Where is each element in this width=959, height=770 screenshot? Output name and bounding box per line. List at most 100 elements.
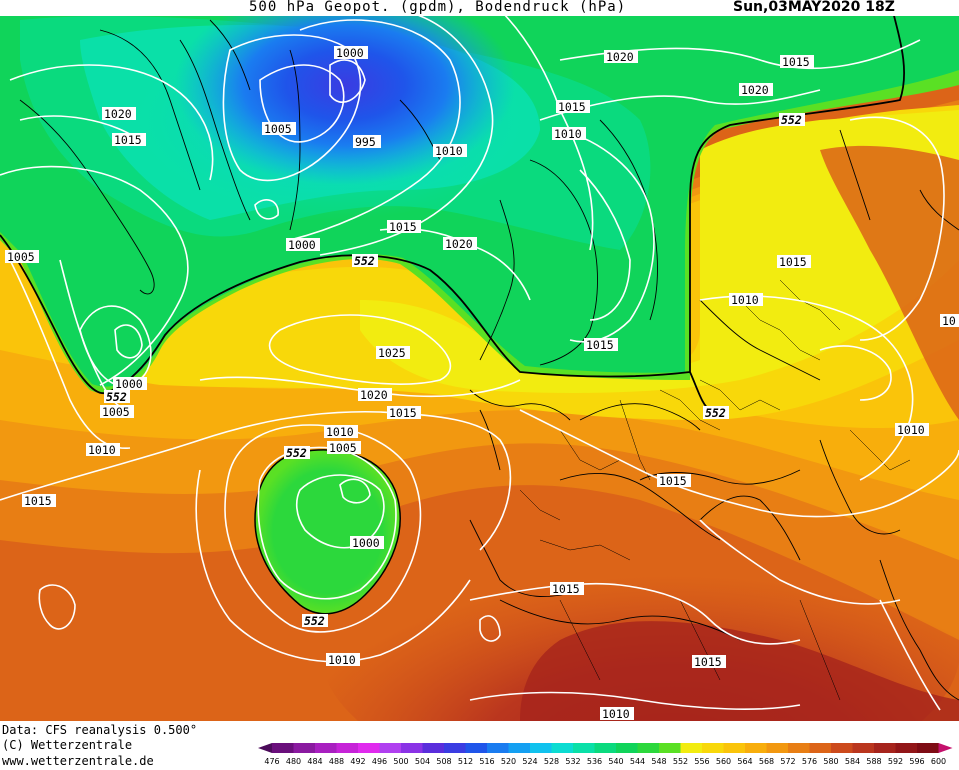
svg-text:1015: 1015 [586, 338, 614, 352]
legend-swatch [293, 743, 315, 753]
legend-swatch [895, 743, 917, 753]
svg-text:1000: 1000 [288, 238, 316, 252]
legend-swatch [530, 743, 552, 753]
legend-tick-label: 560 [716, 757, 731, 766]
legend-tick-label: 548 [651, 757, 666, 766]
legend-tick-label: 600 [931, 757, 946, 766]
isobar-label: 1015 [550, 582, 584, 596]
isobar-label: 1000 [113, 377, 147, 391]
map-valid-time: Sun,03MAY2020 18Z [733, 0, 895, 15]
legend-tick-label: 532 [565, 757, 580, 766]
legend-arrow-low [258, 743, 272, 753]
legend-tick-label: 576 [802, 757, 817, 766]
isobar-label: 1005 [5, 250, 39, 264]
map-header: 500 hPa Geopot. (gpdm), Bodendruck (hPa)… [0, 0, 959, 16]
svg-text:1025: 1025 [378, 346, 406, 360]
legend-swatch [422, 743, 444, 753]
geopotential-label: 552 [779, 113, 805, 127]
svg-text:1010: 1010 [326, 425, 354, 439]
legend-swatch [508, 743, 530, 753]
legend-tick-label: 520 [501, 757, 516, 766]
svg-text:995: 995 [355, 135, 376, 149]
isobar-label: 1010 [86, 443, 120, 457]
legend-swatch [702, 743, 724, 753]
isobar-label: 1010 [324, 425, 358, 439]
isobar-label: 1010 [552, 127, 586, 141]
legend-swatch [444, 743, 466, 753]
svg-text:552: 552 [106, 390, 127, 404]
legend-tick-label: 528 [544, 757, 559, 766]
legend-tick-label: 556 [694, 757, 709, 766]
isobar-label: 1020 [358, 388, 392, 402]
geopotential-label: 552 [104, 390, 130, 404]
svg-text:1015: 1015 [659, 474, 687, 488]
svg-text:1020: 1020 [445, 237, 473, 251]
isobar-label: 1015 [387, 220, 421, 234]
svg-text:552: 552 [304, 614, 325, 628]
legend-swatch [573, 743, 595, 753]
legend-tick-label: 568 [759, 757, 774, 766]
svg-text:1005: 1005 [329, 441, 357, 455]
svg-text:552: 552 [286, 446, 307, 460]
legend-tick-label: 552 [673, 757, 688, 766]
svg-text:1005: 1005 [7, 250, 35, 264]
isobar-label: 1015 [777, 255, 811, 269]
contour-552-main [0, 16, 906, 411]
field-northeast-orange [820, 145, 959, 421]
geopotential-label: 552 [302, 614, 328, 628]
legend-tick-label: 564 [737, 757, 752, 766]
svg-text:1000: 1000 [352, 536, 380, 550]
isobar-label: 1015 [22, 494, 56, 508]
isobar-label: 1020 [604, 50, 638, 64]
legend-swatch [616, 743, 638, 753]
svg-text:1010: 1010 [554, 127, 582, 141]
map-footer: Data: CFS reanalysis 0.500° (C) Wetterze… [0, 721, 959, 770]
isobar-label: 1005 [100, 405, 134, 419]
svg-text:1010: 1010 [731, 293, 759, 307]
legend-swatch [401, 743, 423, 753]
coastlines [19, 19, 959, 701]
svg-text:1005: 1005 [102, 405, 130, 419]
isobar-label: 1010 [433, 144, 467, 158]
isobars [0, 16, 959, 711]
legend-tick-label: 580 [823, 757, 838, 766]
legend-swatch [551, 743, 573, 753]
legend-swatch [809, 743, 831, 753]
geopotential-label: 552 [352, 254, 378, 268]
svg-text:552: 552 [354, 254, 375, 268]
isobar-label: 1020 [443, 237, 477, 251]
isobar-label: 1015 [657, 474, 691, 488]
svg-text:1015: 1015 [389, 406, 417, 420]
svg-text:1015: 1015 [24, 494, 52, 508]
weather-map[interactable]: 1000 995 1005 1010 1015 1020 1020 1015 1… [0, 16, 959, 721]
legend-swatch [723, 743, 745, 753]
geopotential-label: 552 [284, 446, 310, 460]
legend-swatch [594, 743, 616, 753]
data-source-credit: Data: CFS reanalysis 0.500° [2, 723, 198, 737]
svg-text:1015: 1015 [552, 582, 580, 596]
svg-text:552: 552 [781, 113, 802, 127]
isobar-label: 1015 [556, 100, 590, 114]
legend-swatch [874, 743, 896, 753]
website-link[interactable]: www.wetterzentrale.de [2, 754, 154, 768]
legend-swatch [637, 743, 659, 753]
isobar-label: 1005 [327, 441, 361, 455]
legend-tick-label: 508 [436, 757, 451, 766]
legend-swatch [917, 743, 939, 753]
isobar-label: 1015 [112, 133, 146, 147]
svg-text:1015: 1015 [779, 255, 807, 269]
legend-swatch [788, 743, 810, 753]
legend-tick-label: 516 [479, 757, 494, 766]
legend-swatch [272, 743, 294, 753]
svg-text:552: 552 [705, 406, 726, 420]
copyright-credit: (C) Wetterzentrale [2, 738, 133, 752]
svg-text:1010: 1010 [602, 707, 630, 721]
svg-text:1015: 1015 [114, 133, 142, 147]
legend-tick-label: 488 [329, 757, 344, 766]
legend-swatch [680, 743, 702, 753]
svg-text:1015: 1015 [389, 220, 417, 234]
color-legend: 476 480 484 488 492 496 500 504 508 512 516 520 524 5… [258, 743, 953, 766]
isobar-label: 1005 [262, 122, 296, 136]
isobar-label: 1020 [102, 107, 136, 121]
isobar-label: 1000 [334, 46, 368, 60]
